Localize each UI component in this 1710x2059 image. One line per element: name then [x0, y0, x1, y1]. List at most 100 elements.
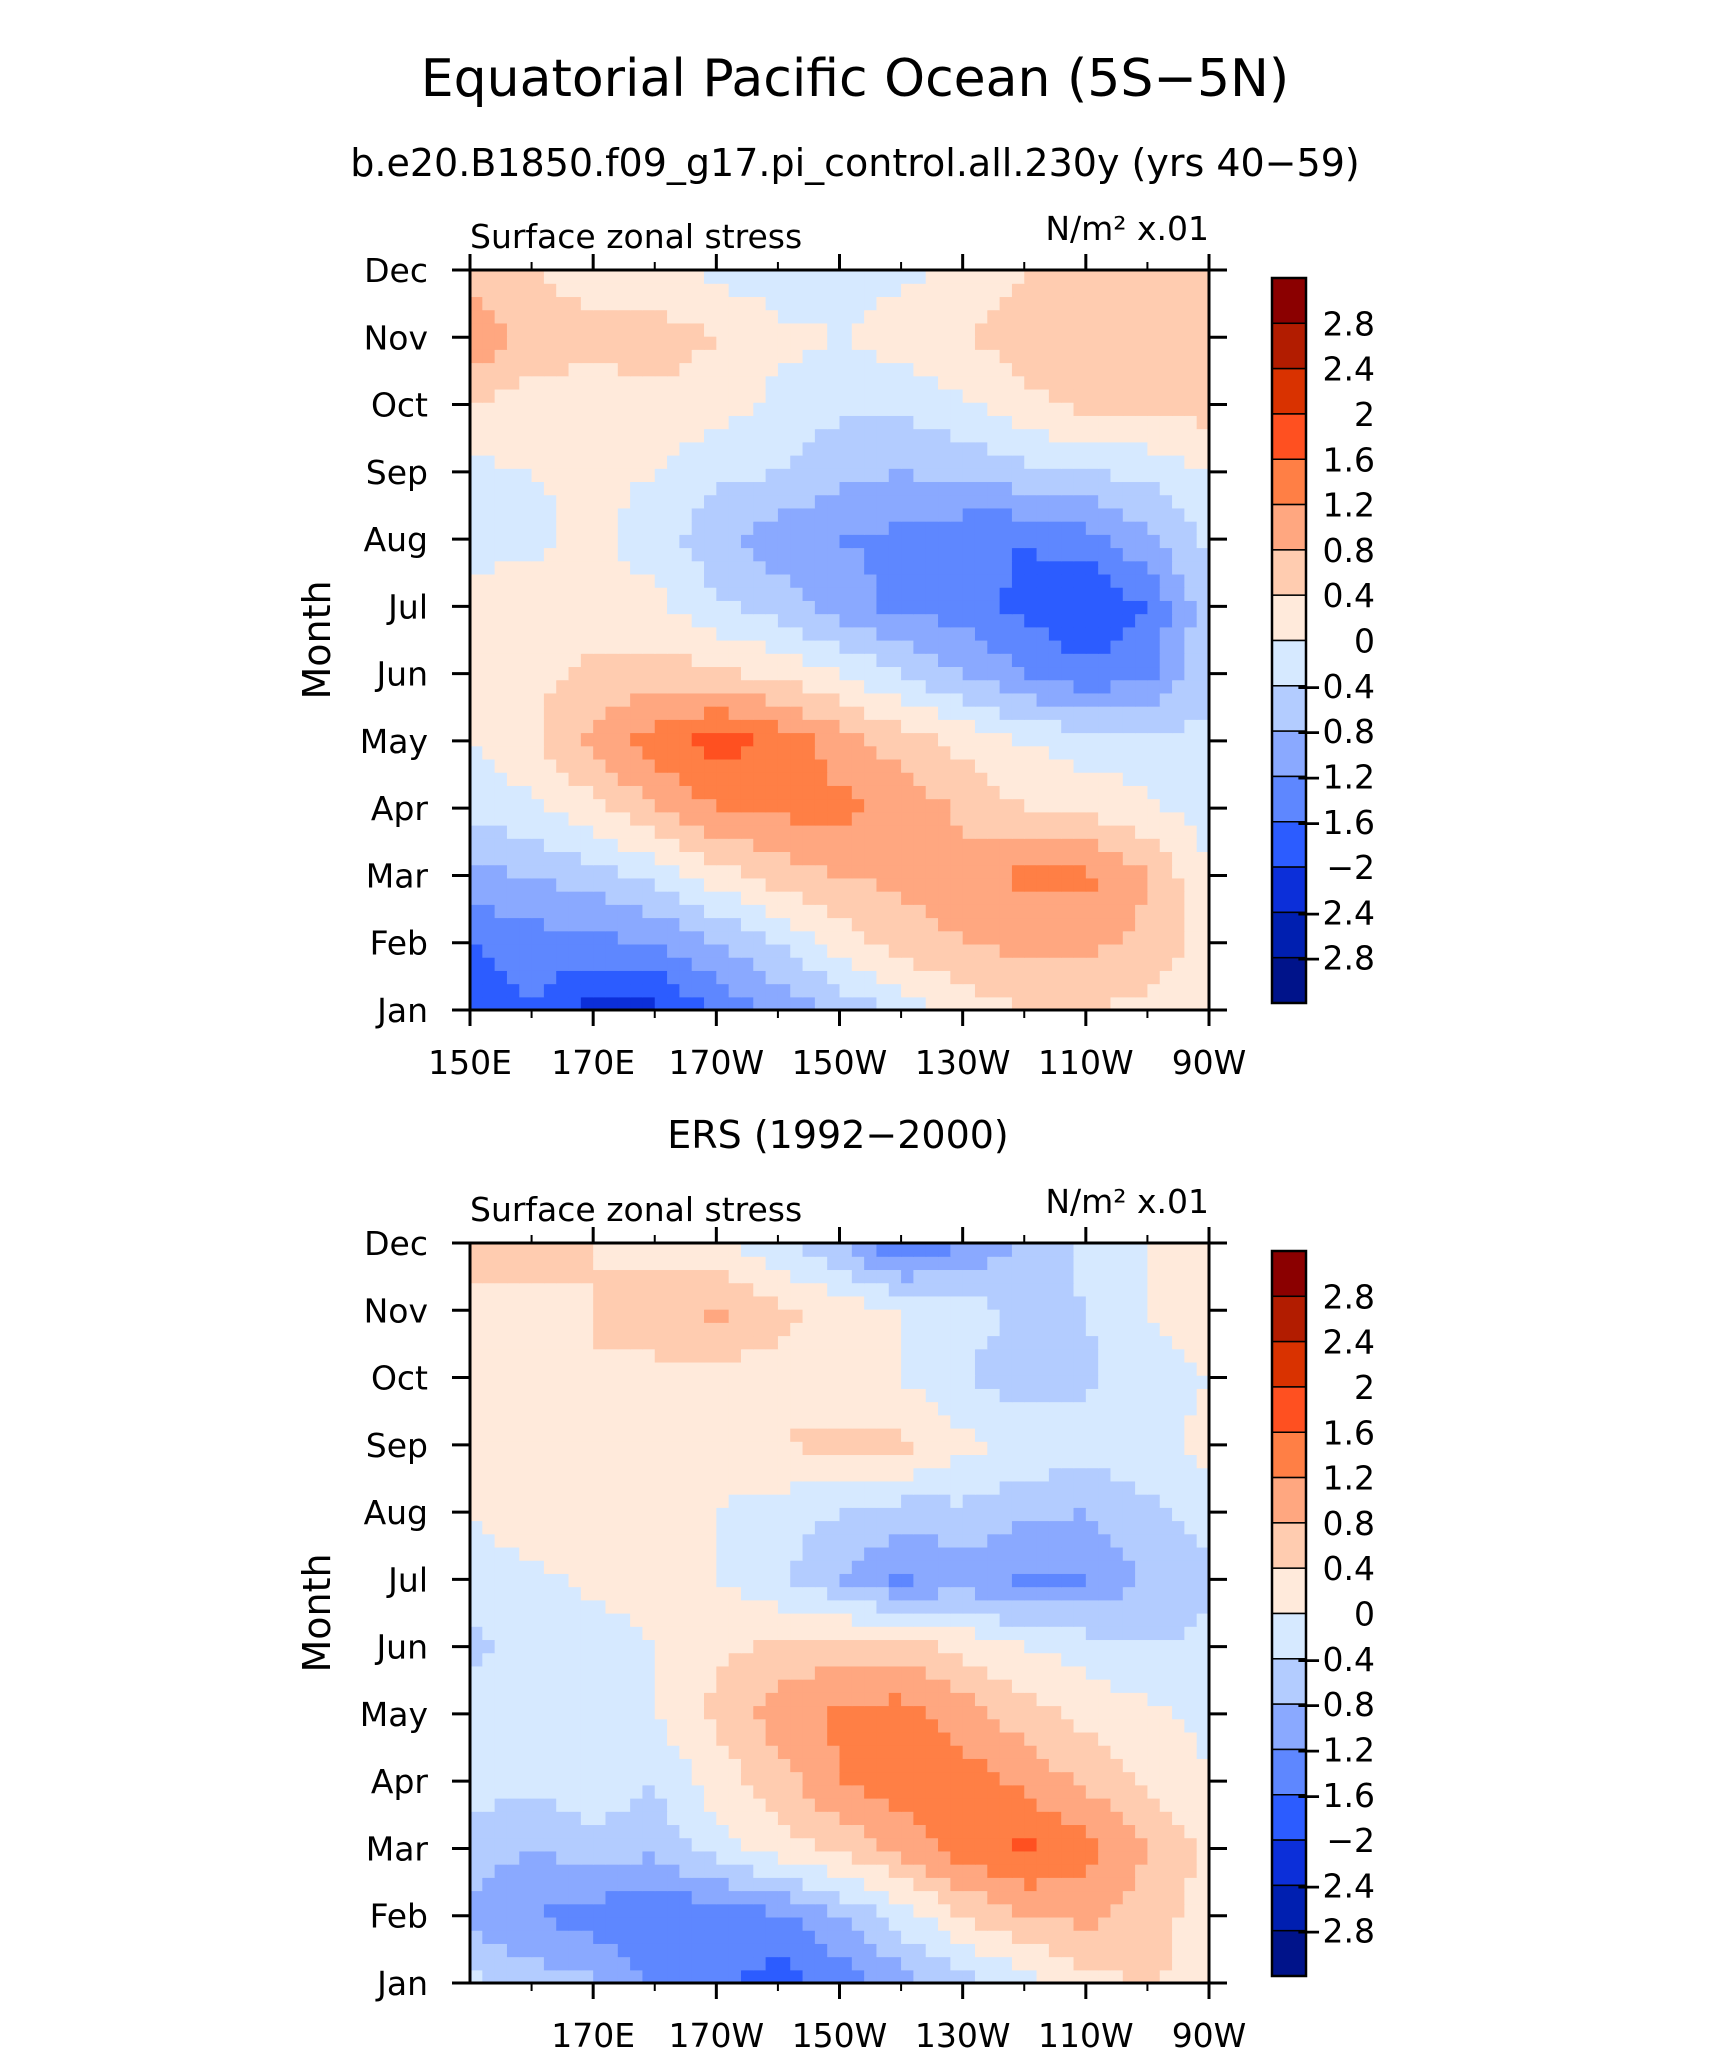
heatmap-cell — [1122, 1692, 1136, 1707]
heatmap-cell — [888, 309, 902, 324]
heatmap-cell — [987, 640, 1001, 654]
heatmap-cell — [1184, 1850, 1198, 1865]
heatmap-cell — [1024, 798, 1038, 813]
heatmap-cell — [913, 943, 927, 958]
heatmap-cell — [716, 640, 730, 654]
heatmap-cell — [740, 626, 754, 641]
heatmap-cell — [851, 851, 865, 866]
heatmap-cell — [728, 877, 742, 892]
heatmap-cell — [605, 587, 619, 601]
heatmap-cell — [827, 1652, 841, 1667]
heatmap-cell — [950, 600, 964, 615]
heatmap-cell — [839, 455, 853, 469]
heatmap-cell — [543, 1956, 557, 1971]
heatmap-cell — [962, 1758, 976, 1773]
heatmap-cell — [1196, 798, 1210, 813]
heatmap-cell — [1085, 600, 1099, 615]
heatmap-cell — [642, 388, 656, 403]
heatmap-cell — [654, 428, 668, 443]
heatmap-cell — [1036, 851, 1050, 866]
heatmap-cell — [987, 309, 1001, 324]
heatmap-cell — [470, 283, 483, 298]
heatmap-cell — [901, 494, 914, 509]
heatmap-cell — [1085, 1864, 1099, 1878]
heatmap-cell — [1024, 1824, 1038, 1839]
heatmap-cell — [740, 1652, 754, 1667]
heatmap-cell — [1085, 1943, 1099, 1958]
heatmap-cell — [1147, 1877, 1161, 1892]
heatmap-cell — [839, 706, 853, 720]
heatmap-cell — [1184, 825, 1198, 839]
heatmap-cell — [740, 666, 754, 681]
heatmap-cell — [556, 481, 570, 496]
heatmap-cell — [605, 1692, 619, 1707]
heatmap-cell — [802, 1837, 816, 1852]
heatmap-cell — [1172, 270, 1185, 284]
heatmap-cell — [531, 283, 545, 298]
heatmap-cell — [814, 336, 828, 350]
heatmap-cell — [999, 1850, 1013, 1865]
heatmap-cell — [1073, 653, 1087, 668]
heatmap-cell — [765, 1798, 779, 1812]
heatmap-cell — [876, 1679, 890, 1693]
heatmap-cell — [1172, 917, 1185, 932]
heatmap-cell — [876, 1771, 890, 1786]
heatmap-cell — [1048, 283, 1062, 298]
heatmap-cell — [1048, 573, 1062, 588]
heatmap-cell — [470, 706, 483, 720]
heatmap-cell — [728, 388, 742, 403]
heatmap-cell — [814, 1969, 828, 1984]
heatmap-cell — [1147, 1864, 1161, 1878]
heatmap-cell — [1172, 534, 1185, 549]
heatmap-cell — [925, 1798, 939, 1812]
heatmap-cell — [999, 1771, 1013, 1786]
heatmap-cell — [1122, 507, 1136, 522]
heatmap-cell — [494, 864, 508, 879]
heatmap-cell — [1172, 838, 1185, 853]
heatmap-cell — [802, 970, 816, 985]
heatmap-cell — [531, 468, 545, 483]
heatmap-cell — [814, 362, 828, 377]
heatmap-cell — [777, 957, 791, 971]
heatmap-cell — [679, 1731, 693, 1746]
heatmap-cell — [482, 1824, 496, 1839]
heatmap-cell — [531, 1652, 545, 1667]
heatmap-cell — [913, 1705, 927, 1720]
heatmap-cell — [974, 640, 988, 654]
heatmap-cell — [716, 613, 730, 628]
heatmap-cell — [888, 745, 902, 760]
heatmap-cell — [1172, 1811, 1185, 1826]
heatmap-cell — [925, 851, 939, 866]
heatmap-cell — [1147, 468, 1161, 483]
heatmap-cell — [605, 758, 619, 773]
heatmap-cell — [556, 732, 570, 747]
heatmap-cell — [876, 745, 890, 760]
heatmap-cell — [531, 441, 545, 456]
heatmap-cell — [1135, 587, 1149, 601]
heatmap-cell — [790, 375, 804, 390]
heatmap-cell — [753, 957, 767, 971]
heatmap-cell — [1085, 415, 1099, 430]
heatmap-cell — [482, 309, 496, 324]
heatmap-cell — [593, 455, 607, 469]
heatmap-cell — [667, 970, 680, 985]
heatmap-cell — [987, 613, 1001, 628]
heatmap-cell — [1061, 534, 1075, 549]
heatmap-cell — [506, 587, 520, 601]
heatmap-cell — [667, 930, 680, 945]
heatmap-cell — [704, 877, 717, 892]
heatmap-cell — [716, 322, 730, 337]
heatmap-cell — [1147, 560, 1161, 575]
heatmap-cell — [901, 1903, 914, 1918]
panel2-label: ERS (1992−2000) — [667, 1113, 1009, 1157]
heatmap-cell — [814, 270, 828, 284]
heatmap-cell — [1135, 758, 1149, 773]
heatmap-cell — [543, 930, 557, 945]
heatmap-cell — [851, 996, 865, 1011]
heatmap-cell — [556, 309, 570, 324]
heatmap-cell — [1011, 957, 1025, 971]
heatmap-cell — [962, 455, 976, 469]
heatmap-cell — [617, 917, 631, 932]
heatmap-cell — [777, 1930, 791, 1944]
heatmap-cell — [987, 891, 1001, 905]
